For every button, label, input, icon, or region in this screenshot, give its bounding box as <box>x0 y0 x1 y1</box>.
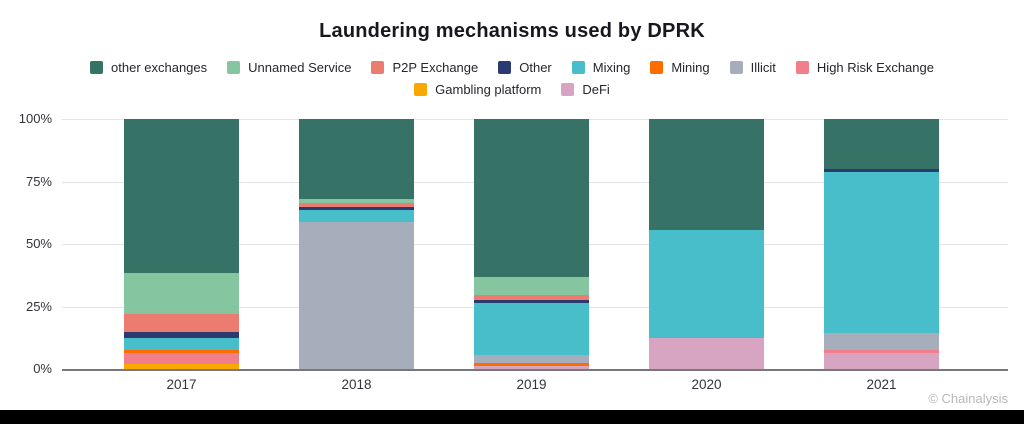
legend-swatch-icon <box>371 61 385 74</box>
legend-item-unnamed-service[interactable]: Unnamed Service <box>227 60 351 75</box>
legend-swatch-icon <box>729 61 743 74</box>
legend-swatch-icon <box>498 61 512 74</box>
x-tick-2019: 2019 <box>516 377 547 392</box>
bar-segment-mixing[interactable] <box>474 302 589 355</box>
bar-segment-p2p-exchange[interactable] <box>474 294 589 300</box>
bar-2017 <box>124 119 239 369</box>
bar-segment-illicit[interactable] <box>299 221 414 369</box>
legend-label: High Risk Exchange <box>816 60 934 75</box>
legend-label: Other <box>519 60 552 75</box>
legend-row-2: Gambling platform DeFi <box>0 82 1024 97</box>
bottom-bar <box>0 410 1024 424</box>
legend-swatch-icon <box>90 61 104 74</box>
legend-item-other[interactable]: Other <box>498 60 552 75</box>
legend-swatch-icon <box>561 83 575 96</box>
legend-item-mixing[interactable]: Mixing <box>571 60 631 75</box>
bar-segment-high-risk-exchange[interactable] <box>824 350 939 353</box>
legend-label: other exchanges <box>111 60 208 75</box>
x-tick-2018: 2018 <box>341 377 372 392</box>
bar-2021 <box>824 119 939 369</box>
legend-label: Mining <box>671 60 710 75</box>
bar-segment-defi[interactable] <box>824 352 939 369</box>
legend-item-defi[interactable]: DeFi <box>561 82 610 97</box>
x-tick-2020: 2020 <box>691 377 722 392</box>
bar-segment-unnamed-service[interactable] <box>474 276 589 295</box>
legend-swatch-icon <box>571 61 585 74</box>
legend: other exchanges Unnamed Service P2P Exchan… <box>0 60 1024 104</box>
y-tick-25: 25% <box>25 298 52 314</box>
legend-swatch-icon <box>795 61 809 74</box>
x-tick-2017: 2017 <box>166 377 197 392</box>
legend-item-illicit[interactable]: Illicit <box>729 60 776 75</box>
legend-item-gambling-platform[interactable]: Gambling platform <box>414 82 541 97</box>
legend-label: DeFi <box>582 82 610 97</box>
bar-segment-other[interactable] <box>299 206 414 211</box>
bar-segment-unnamed-service[interactable] <box>299 199 414 203</box>
legend-item-high-risk-exchange[interactable]: High Risk Exchange <box>795 60 934 75</box>
bar-segment-mixing[interactable] <box>299 210 414 222</box>
bar-segment-other[interactable] <box>824 169 939 172</box>
legend-label: Mixing <box>592 60 631 75</box>
bar-segment-mixing[interactable] <box>824 171 939 333</box>
y-tick-100: 100% <box>18 111 52 126</box>
bar-2020 <box>649 119 764 369</box>
legend-item-p2p-exchange[interactable]: P2P Exchange <box>371 60 478 75</box>
x-tick-2021: 2021 <box>866 377 897 392</box>
chart-area: 100% 75% 50% 25% 0% 2017 2018 2019 2020 2021 <box>0 108 1024 404</box>
x-axis-line <box>62 369 1008 371</box>
bar-segment-mixing[interactable] <box>649 230 764 339</box>
bar-segment-p2p-exchange[interactable] <box>299 202 414 207</box>
legend-label: P2P Exchange <box>392 60 479 75</box>
bar-segment-unnamed-service[interactable] <box>124 272 239 314</box>
legend-row-1: other exchanges Unnamed Service P2P Exchan… <box>0 60 1024 75</box>
bar-segment-other[interactable] <box>474 299 589 303</box>
bar-segment-other-exchanges[interactable] <box>649 119 764 231</box>
bar-segment-gambling-platform[interactable] <box>124 364 239 369</box>
bar-2018 <box>299 119 414 369</box>
legend-label: Illicit <box>750 60 776 75</box>
bar-segment-mixing[interactable] <box>124 337 239 351</box>
bar-segment-illicit[interactable] <box>474 354 589 363</box>
bar-segment-defi[interactable] <box>474 366 589 369</box>
legend-swatch-icon <box>650 61 664 74</box>
bar-segment-other[interactable] <box>124 331 239 338</box>
y-tick-75: 75% <box>25 173 52 189</box>
bar-segment-mining[interactable] <box>474 362 589 366</box>
legend-swatch-icon <box>414 83 428 96</box>
bar-segment-mining[interactable] <box>124 350 239 353</box>
bar-segment-other-exchanges[interactable] <box>474 119 589 277</box>
y-tick-0: 0% <box>33 361 52 376</box>
bar-segment-illicit[interactable] <box>824 332 939 351</box>
legend-label: Gambling platform <box>435 82 542 97</box>
bar-2019 <box>474 119 589 369</box>
legend-swatch-icon <box>227 61 241 74</box>
bar-segment-defi[interactable] <box>649 338 764 369</box>
legend-label: Unnamed Service <box>248 60 352 75</box>
chart-title: Laundering mechanisms used by DPRK <box>319 20 705 42</box>
bar-segment-other-exchanges[interactable] <box>299 119 414 199</box>
bar-segment-p2p-exchange[interactable] <box>124 314 239 332</box>
legend-item-other-exchanges[interactable]: other exchanges <box>90 60 207 75</box>
bar-segment-high-risk-exchange[interactable] <box>124 352 239 364</box>
bar-segment-other-exchanges[interactable] <box>124 119 239 273</box>
legend-item-mining[interactable]: Mining <box>650 60 710 75</box>
y-tick-50: 50% <box>25 236 52 251</box>
credit-text: © Chainalysis <box>928 391 1008 406</box>
bar-segment-other-exchanges[interactable] <box>824 119 939 169</box>
